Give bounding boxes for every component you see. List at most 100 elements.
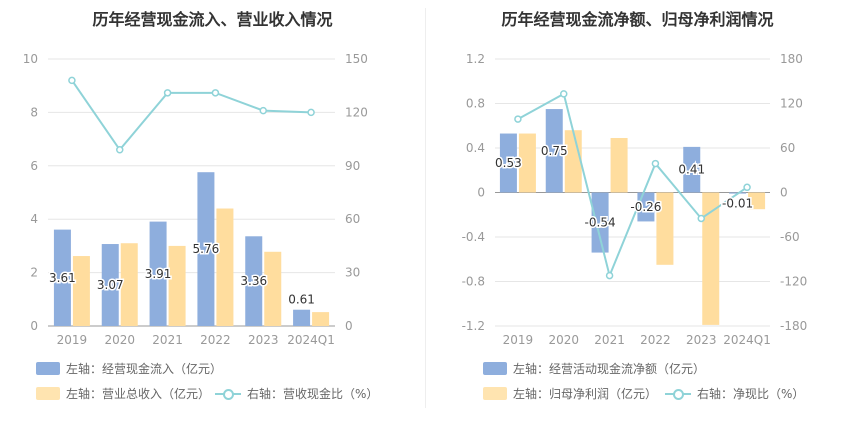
bar-data-label: -0.54 [585, 216, 616, 230]
left-axis-tick-label: 1.2 [466, 52, 485, 66]
x-axis-tick-label: 2020 [548, 333, 579, 347]
chart-panel-netcash-profit: 历年经营现金流净额、归母净利润情况 -1.2 -0.8 -0.4 0 0.4 0.8 1.2… [425, 0, 850, 437]
chart-plot-cashflow-revenue: 0 2 4 6 8 10 0 30 60 90 120 150 2019 2020 2021 2022 2023… [23, 52, 368, 347]
x-axis-tick-label: 2024Q1 [723, 333, 771, 347]
line-series-point [514, 115, 522, 123]
bar-series-2 [610, 137, 628, 193]
right-axis-tick-label: 120 [780, 97, 803, 111]
legend-swatch-blue [483, 362, 507, 375]
bar-series-1 [545, 109, 563, 193]
bar-series-1 [293, 309, 311, 326]
line-series-point [259, 106, 267, 115]
legend-label: 右轴：营收现金比（%） [247, 387, 379, 401]
line-series-point [605, 271, 614, 280]
bar-series-1 [101, 244, 119, 326]
bar-series-2 [216, 208, 234, 326]
left-axis-tick-label: 2 [30, 266, 38, 280]
bar-data-label: 3.61 [49, 271, 76, 285]
x-axis-tick-label: 2023 [686, 333, 717, 347]
x-axis-tick-label: 2019 [57, 333, 88, 347]
x-axis-tick-label: 2023 [248, 333, 279, 347]
left-axis-tick-label: -0.4 [462, 230, 485, 244]
line-series-point [68, 76, 76, 85]
line-series-point [116, 146, 124, 154]
chart-plot-netcash-profit: -1.2 -0.8 -0.4 0 0.4 0.8 1.2 -180 -120 -60 0 60 120 1… [462, 52, 808, 347]
right-axis-tick-label: 0 [345, 319, 353, 333]
bar-series-1 [149, 221, 167, 326]
left-axis-tick-label: 0 [30, 319, 38, 333]
right-axis-tick-label: -180 [780, 319, 807, 333]
right-axis-tick-label: 0 [780, 186, 788, 200]
line-series-point [697, 214, 705, 223]
line-series-path [71, 79, 312, 152]
right-axis-tick-label: 90 [345, 159, 360, 173]
bar-data-label: 3.91 [145, 267, 172, 281]
legend-label: 左轴：归母净利润（亿元） [513, 387, 658, 401]
chart-title: 历年经营现金流净额、归母净利润情况 [501, 10, 774, 29]
legend-line-marker-icon [665, 387, 691, 401]
line-series-point [211, 89, 220, 97]
right-axis-tick-label: 150 [345, 52, 368, 66]
legend-line-marker-icon [215, 387, 241, 401]
bar-data-label: 0.75 [541, 144, 568, 158]
legend-item-bar-series-1[interactable]: 左轴：经营现金流入（亿元） [36, 360, 222, 377]
legend-swatch-orange [36, 387, 60, 400]
bar-series-2 [748, 192, 766, 210]
bar-series-1 [591, 192, 609, 253]
legend-item-line-series[interactable]: 右轴：营收现金比（%） [215, 385, 378, 402]
bar-series-2 [168, 245, 186, 326]
right-axis-tick-label: -60 [780, 230, 800, 244]
bar-series-1 [499, 133, 517, 193]
bar-series-2 [264, 251, 282, 326]
bar-data-label: 0.53 [495, 156, 522, 170]
right-axis-tick-label: 180 [780, 52, 803, 66]
bar-data-label: 0.61 [288, 293, 315, 307]
bar-data-label: 5.76 [193, 242, 220, 256]
bar-series-2 [72, 256, 90, 326]
left-axis-tick-label: -0.8 [462, 275, 485, 289]
right-axis-tick-label: 120 [345, 105, 368, 119]
bar-series-1 [53, 229, 71, 326]
bar-data-label: 0.41 [678, 163, 705, 177]
legend-item-line-series[interactable]: 右轴：净现比（%） [665, 385, 804, 402]
left-axis-tick-label: -1.2 [462, 319, 485, 333]
left-axis-tick-label: 4 [30, 212, 38, 226]
chart-title: 历年经营现金流入、营业收入情况 [92, 10, 333, 29]
bar-data-label: 3.07 [97, 278, 124, 292]
bar-series-2 [702, 192, 720, 325]
legend-item-bar-series-1[interactable]: 左轴：经营活动现金流净额（亿元） [483, 360, 705, 377]
x-axis-tick-label: 2020 [104, 333, 135, 347]
x-axis-tick-label: 2019 [503, 333, 534, 347]
bar-data-label: -0.26 [630, 200, 661, 214]
x-axis-tick-label: 2022 [640, 333, 671, 347]
bar-series-1 [197, 172, 215, 326]
bar-series-2 [518, 133, 536, 193]
bar-series-2 [312, 312, 330, 326]
right-axis-tick-label: -120 [780, 275, 807, 289]
x-axis-tick-label: 2021 [152, 333, 183, 347]
bar-series-1 [683, 146, 701, 193]
line-series-path [517, 92, 748, 279]
left-axis-tick-label: 0.4 [466, 141, 485, 155]
legend-swatch-blue [36, 362, 60, 375]
left-axis-tick-label: 6 [30, 159, 38, 173]
legend-item-bar-series-2[interactable]: 左轴：营业总收入（亿元） [36, 385, 210, 402]
left-axis-tick-label: 8 [30, 105, 38, 119]
bar-series-2 [656, 192, 674, 265]
line-series-point [560, 90, 568, 98]
legend-label: 右轴：净现比（%） [697, 387, 805, 401]
left-axis-tick-label: 0 [477, 186, 485, 200]
bar-series-1 [245, 236, 263, 326]
line-series-point [651, 159, 660, 168]
legend-label: 左轴：经营活动现金流净额（亿元） [513, 362, 706, 376]
left-axis-tick-label: 10 [23, 52, 38, 66]
legend-item-bar-series-2[interactable]: 左轴：归母净利润（亿元） [483, 385, 657, 402]
bar-series-2 [564, 130, 582, 193]
chart-panel-cashflow-revenue: 历年经营现金流入、营业收入情况 0 2 4 6 8 10 0 30 60 90 120 150 2019… [23, 10, 379, 402]
x-axis-tick-label: 2022 [200, 333, 231, 347]
right-axis-tick-label: 60 [780, 141, 795, 155]
legend-label: 左轴：经营现金流入（亿元） [66, 362, 223, 376]
x-axis-tick-label: 2021 [594, 333, 625, 347]
bar-series-2 [120, 243, 138, 326]
legend-label: 左轴：营业总收入（亿元） [66, 387, 211, 401]
